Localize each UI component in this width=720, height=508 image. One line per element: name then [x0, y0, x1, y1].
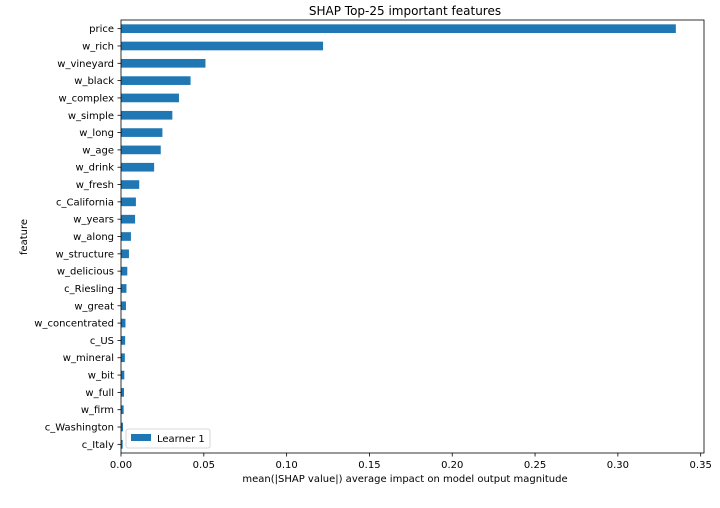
x-tick-label: 0.10: [275, 460, 297, 471]
bar-w_complex: [121, 93, 179, 103]
x-tick-label: 0.00: [110, 460, 132, 471]
y-tick-label: w_years: [73, 215, 114, 226]
chart-title: SHAP Top-25 important features: [309, 4, 501, 18]
x-tick-label: 0.25: [524, 460, 546, 471]
bar-w_delicious: [121, 266, 128, 276]
bar-w_great: [121, 301, 126, 311]
bar-c_Riesling: [121, 284, 127, 293]
bar-w_structure: [121, 249, 129, 259]
bar-c_Washington: [121, 422, 123, 432]
bar-w_mineral: [121, 353, 125, 363]
y-tick-label: w_bit: [88, 371, 114, 382]
x-tick-label: 0.20: [441, 460, 463, 471]
bar-w_drink: [121, 162, 155, 172]
y-tick-labels: price w_rich w_vineyard w_black w_complex w_s…: [34, 24, 121, 451]
y-tick-label: w_rich: [82, 41, 114, 52]
y-tick-label: w_simple: [68, 111, 114, 122]
y-tick-label: w_delicious: [57, 267, 114, 278]
x-axis-label: mean(|SHAP value|) average impact on mod…: [242, 474, 567, 485]
bar-price: [121, 24, 676, 33]
y-tick-label: w_full: [85, 388, 114, 399]
y-tick-label: w_vineyard: [57, 59, 114, 70]
legend-label: Learner 1: [157, 434, 205, 445]
bar-w_bit: [121, 370, 125, 380]
y-tick-label: w_complex: [58, 93, 114, 104]
bar-w_along: [121, 232, 131, 241]
bar-c_Italy: [121, 440, 123, 449]
y-tick-label: w_structure: [55, 249, 114, 260]
plot-frame: [120, 19, 705, 454]
y-tick-label: w_firm: [81, 405, 114, 416]
x-tick-label: 0.35: [690, 460, 712, 471]
bar-w_full: [121, 388, 124, 397]
y-tick-label: price: [89, 24, 114, 35]
y-tick-label: w_along: [73, 232, 114, 243]
y-tick-label: c_Riesling: [64, 284, 114, 295]
bar-w_concentrated: [121, 318, 126, 328]
y-tick-label: c_Italy: [82, 440, 114, 451]
bar-w_firm: [121, 405, 124, 415]
bar-w_black: [121, 76, 191, 85]
bars-layer: [121, 24, 676, 449]
x-tick-label: 0.05: [193, 460, 215, 471]
y-tick-label: w_great: [74, 301, 114, 312]
y-tick-label: w_mineral: [63, 353, 114, 364]
bar-w_fresh: [121, 180, 140, 189]
y-tick-label: w_black: [74, 76, 114, 87]
y-tick-label: w_long: [79, 128, 114, 139]
legend-swatch: [131, 434, 151, 441]
legend: Learner 1: [125, 428, 211, 449]
y-tick-label: w_drink: [75, 163, 114, 174]
y-tick-label: c_US: [90, 336, 114, 347]
bar-w_age: [121, 145, 161, 155]
legend-frame: [125, 428, 211, 449]
bar-w_rich: [121, 41, 324, 51]
x-tick-label: 0.30: [607, 460, 629, 471]
y-tick-label: w_concentrated: [34, 319, 114, 330]
bar-w_vineyard: [121, 58, 206, 68]
bar-c_California: [121, 197, 136, 207]
y-tick-label: c_Washington: [45, 423, 114, 434]
x-tick-label: 0.15: [358, 460, 380, 471]
bar-w_simple: [121, 110, 173, 120]
x-axis-ticks: 0.00 0.05 0.10 0.15 0.20 0.25 0.30 0.35: [110, 453, 712, 471]
y-tick-label: w_age: [82, 145, 114, 156]
bar-w_long: [121, 128, 163, 137]
y-tick-label: w_fresh: [76, 180, 114, 191]
bar-c_US: [121, 336, 126, 345]
y-tick-label: c_California: [56, 197, 114, 208]
y-axis-label: feature: [19, 219, 30, 255]
bar-w_years: [121, 214, 136, 224]
